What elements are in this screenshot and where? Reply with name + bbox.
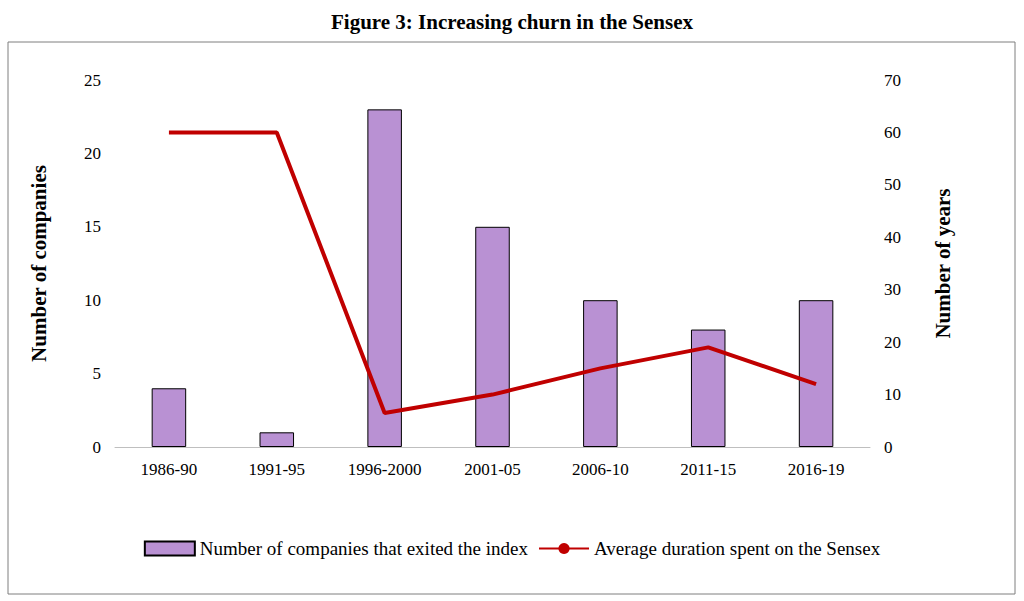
svg-text:15: 15	[84, 217, 101, 236]
svg-text:40: 40	[884, 228, 901, 247]
svg-text:20: 20	[84, 144, 101, 163]
svg-text:1996-2000: 1996-2000	[348, 460, 422, 479]
svg-text:50: 50	[884, 175, 901, 194]
svg-text:70: 70	[884, 71, 901, 90]
svg-text:Figure 3: Increasing churn in: Figure 3: Increasing churn in the Sensex	[331, 10, 694, 34]
svg-text:2016-19: 2016-19	[788, 460, 845, 479]
svg-text:Number of companies: Number of companies	[27, 165, 51, 362]
svg-text:20: 20	[884, 333, 901, 352]
svg-text:1991-95: 1991-95	[248, 460, 305, 479]
svg-text:0: 0	[884, 438, 893, 457]
svg-text:2011-15: 2011-15	[680, 460, 736, 479]
svg-text:0: 0	[93, 438, 102, 457]
svg-text:1986-90: 1986-90	[141, 460, 198, 479]
svg-text:25: 25	[84, 71, 101, 90]
svg-text:10: 10	[884, 385, 901, 404]
svg-text:Number of years: Number of years	[931, 188, 955, 338]
svg-text:Average duration spent on the: Average duration spent on the Sensex	[594, 538, 881, 559]
svg-text:10: 10	[84, 291, 101, 310]
svg-text:30: 30	[884, 280, 901, 299]
svg-text:60: 60	[884, 123, 901, 142]
svg-text:2001-05: 2001-05	[464, 460, 521, 479]
svg-text:2006-10: 2006-10	[572, 460, 629, 479]
svg-text:Number of companies that exite: Number of companies that exited the inde…	[200, 538, 529, 559]
svg-text:5: 5	[93, 364, 102, 383]
